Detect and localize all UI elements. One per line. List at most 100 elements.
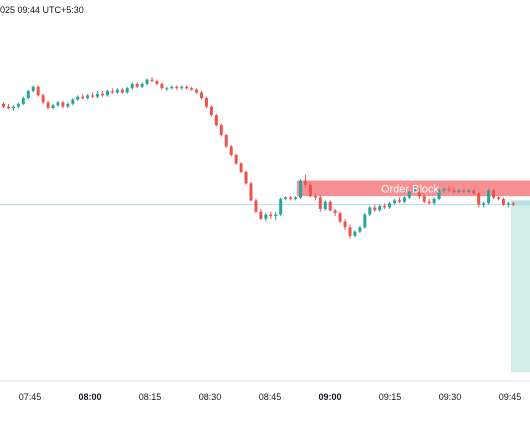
candle[interactable] xyxy=(412,186,416,194)
candle[interactable] xyxy=(195,88,199,94)
candle[interactable] xyxy=(254,198,258,214)
candle[interactable] xyxy=(457,189,461,194)
candle[interactable] xyxy=(66,102,70,109)
candle[interactable] xyxy=(86,93,90,100)
candle[interactable] xyxy=(2,102,5,109)
candle[interactable] xyxy=(165,86,169,92)
candle[interactable] xyxy=(81,93,85,100)
candle[interactable] xyxy=(492,189,496,199)
candle[interactable] xyxy=(200,91,203,100)
candle[interactable] xyxy=(284,196,288,201)
candle[interactable] xyxy=(422,194,426,204)
candle[interactable] xyxy=(343,218,347,231)
candle[interactable] xyxy=(96,91,100,99)
candle[interactable] xyxy=(338,211,342,224)
order-block-zone[interactable] xyxy=(297,180,530,197)
candle[interactable] xyxy=(209,105,213,117)
candle[interactable] xyxy=(244,170,248,185)
candle[interactable] xyxy=(393,198,397,205)
position-profit-zone[interactable] xyxy=(510,200,530,205)
candle[interactable] xyxy=(279,197,283,216)
candle[interactable] xyxy=(120,88,124,94)
candle[interactable] xyxy=(239,162,243,174)
candle[interactable] xyxy=(269,211,273,219)
candle[interactable] xyxy=(46,100,50,110)
candle[interactable] xyxy=(402,196,406,204)
candle[interactable] xyxy=(497,196,500,201)
candle[interactable] xyxy=(229,145,233,157)
candle[interactable] xyxy=(214,113,218,127)
candle[interactable] xyxy=(71,98,75,106)
candle[interactable] xyxy=(274,211,278,221)
candle[interactable] xyxy=(180,85,184,90)
candle[interactable] xyxy=(105,89,109,97)
candle[interactable] xyxy=(51,103,55,110)
candle[interactable] xyxy=(373,204,377,212)
position-risk-zone[interactable] xyxy=(510,204,530,373)
candle[interactable] xyxy=(36,85,40,97)
candle[interactable] xyxy=(363,213,367,229)
candle[interactable] xyxy=(16,102,20,109)
candle[interactable] xyxy=(506,201,510,208)
candle[interactable] xyxy=(219,123,223,137)
candle[interactable] xyxy=(358,225,362,234)
candle[interactable] xyxy=(264,213,268,222)
candle[interactable] xyxy=(501,197,505,207)
candle[interactable] xyxy=(130,82,134,90)
candle[interactable] xyxy=(294,196,298,201)
candle[interactable] xyxy=(110,88,114,94)
candle[interactable] xyxy=(318,194,322,212)
candle[interactable] xyxy=(378,204,382,212)
candle[interactable] xyxy=(472,189,476,195)
candle[interactable] xyxy=(31,85,35,93)
candle[interactable] xyxy=(185,85,189,90)
candle[interactable] xyxy=(160,82,164,90)
time-axis[interactable]: 07:45 08:00 08:15 08:30 08:45 09:00 09:15 09:30… xyxy=(19,392,522,402)
candle[interactable] xyxy=(155,79,159,86)
candle[interactable] xyxy=(170,85,174,90)
candle[interactable] xyxy=(249,181,253,202)
candle[interactable] xyxy=(353,230,357,238)
candle[interactable] xyxy=(442,187,446,194)
candle[interactable] xyxy=(91,92,95,99)
candle[interactable] xyxy=(467,189,471,194)
candle[interactable] xyxy=(224,133,228,148)
candle[interactable] xyxy=(6,103,10,110)
candle[interactable] xyxy=(125,86,129,94)
candle[interactable] xyxy=(101,91,104,97)
candle[interactable] xyxy=(190,86,194,92)
candle[interactable] xyxy=(487,189,491,205)
candle[interactable] xyxy=(427,198,431,205)
candle[interactable] xyxy=(303,174,307,188)
candle[interactable] xyxy=(383,203,387,209)
candle[interactable] xyxy=(299,179,302,199)
candle[interactable] xyxy=(11,105,15,111)
candle[interactable] xyxy=(21,96,25,106)
candle[interactable] xyxy=(477,191,481,208)
candle[interactable] xyxy=(348,224,352,239)
candle[interactable] xyxy=(398,197,401,204)
candle[interactable] xyxy=(452,187,456,194)
candle[interactable] xyxy=(115,88,119,94)
candle[interactable] xyxy=(175,85,179,90)
candle[interactable] xyxy=(140,82,144,89)
candle[interactable] xyxy=(76,95,80,101)
candle[interactable] xyxy=(145,78,149,86)
candle[interactable] xyxy=(26,89,30,100)
candle[interactable] xyxy=(289,196,293,201)
candle[interactable] xyxy=(135,82,139,89)
candle[interactable] xyxy=(388,201,392,209)
candle[interactable] xyxy=(308,181,312,198)
candle[interactable] xyxy=(333,208,337,216)
candle[interactable] xyxy=(150,76,154,83)
candle[interactable] xyxy=(313,193,317,201)
candle[interactable] xyxy=(432,197,436,205)
candle[interactable] xyxy=(368,206,372,216)
candle[interactable] xyxy=(204,96,208,109)
candle[interactable] xyxy=(323,200,327,211)
candle[interactable] xyxy=(56,100,60,107)
candle[interactable] xyxy=(417,187,421,199)
candle[interactable] xyxy=(259,208,263,221)
